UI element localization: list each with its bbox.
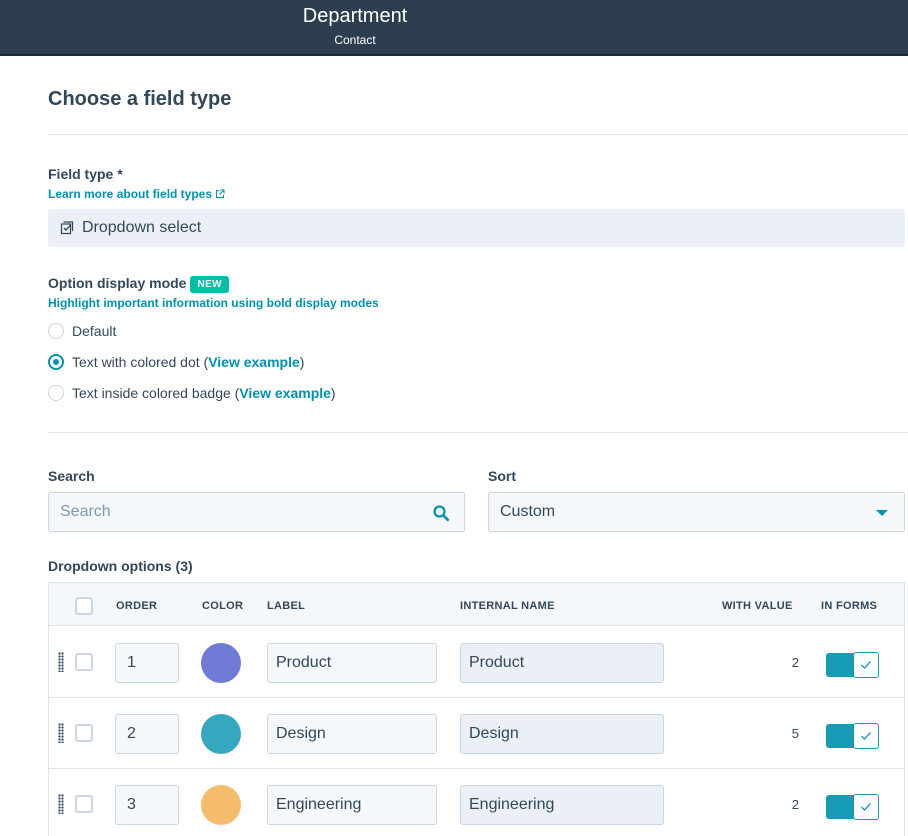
dropdown-select-icon xyxy=(60,221,74,235)
with-value-count: 2 xyxy=(791,797,799,812)
sort-select[interactable]: Custom xyxy=(488,492,905,532)
row-checkbox[interactable] xyxy=(75,653,93,671)
check-icon xyxy=(853,794,879,820)
column-internal-name[interactable]: INTERNAL NAME xyxy=(460,600,555,612)
column-order[interactable]: ORDER xyxy=(116,600,158,612)
property-title: Department xyxy=(302,5,408,27)
table-row: 2 Design Design 5 xyxy=(49,698,904,769)
order-input[interactable]: 1 xyxy=(115,643,179,683)
section-title: Choose a field type xyxy=(48,88,232,110)
color-swatch[interactable] xyxy=(201,785,241,825)
sort-value: Custom xyxy=(500,503,556,520)
radio-option-default[interactable]: Default xyxy=(48,321,116,341)
row-checkbox[interactable] xyxy=(75,795,93,813)
color-swatch[interactable] xyxy=(201,714,241,754)
drag-handle-icon[interactable] xyxy=(58,723,64,743)
display-mode-label-text: Option display mode xyxy=(48,275,187,291)
with-value-count: 2 xyxy=(791,655,799,670)
radio-label-paren-open: ( xyxy=(199,354,209,370)
table-header: ORDER COLOR LABEL INTERNAL NAME WITH VAL… xyxy=(49,583,904,626)
internal-name-field: Product xyxy=(460,643,664,683)
in-forms-toggle[interactable] xyxy=(826,652,879,678)
in-forms-toggle[interactable] xyxy=(826,723,879,749)
column-with-value[interactable]: WITH VALUE xyxy=(722,600,793,612)
radio-button-selected[interactable] xyxy=(48,354,64,370)
display-mode-help: Highlight important information using bo… xyxy=(48,296,379,310)
chevron-down-icon xyxy=(876,510,888,516)
top-bar: Department Contact xyxy=(0,0,908,56)
row-checkbox[interactable] xyxy=(75,724,93,742)
dropdown-options-table: ORDER COLOR LABEL INTERNAL NAME WITH VAL… xyxy=(48,582,905,836)
column-in-forms[interactable]: IN FORMS xyxy=(821,600,878,612)
radio-button[interactable] xyxy=(48,323,64,339)
check-icon xyxy=(853,723,879,749)
search-label: Search xyxy=(48,468,95,484)
dropdown-options-title: Dropdown options (3) xyxy=(48,558,193,574)
order-input[interactable]: 2 xyxy=(115,714,179,754)
new-badge: NEW xyxy=(190,276,229,293)
sort-label: Sort xyxy=(488,468,516,484)
object-type: Contact xyxy=(334,33,376,47)
field-type-label: Field type * xyxy=(48,166,123,182)
field-type-value-text: Dropdown select xyxy=(82,219,202,236)
search-placeholder: Search xyxy=(60,503,111,520)
label-input[interactable]: Engineering xyxy=(267,785,437,825)
table-row: 3 Engineering Engineering 2 xyxy=(49,769,904,836)
divider xyxy=(48,432,908,433)
column-label[interactable]: LABEL xyxy=(267,600,306,612)
in-forms-toggle[interactable] xyxy=(826,794,879,820)
search-input[interactable]: Search xyxy=(48,492,465,532)
color-swatch[interactable] xyxy=(201,643,241,683)
radio-label-paren-close: ) xyxy=(299,354,305,370)
with-value-count: 5 xyxy=(791,726,799,741)
radio-label: Text inside colored badge xyxy=(72,385,231,401)
view-example-link[interactable]: View example xyxy=(208,354,300,370)
order-input[interactable]: 3 xyxy=(115,785,179,825)
radio-label: Text with colored dot xyxy=(72,354,200,370)
label-input[interactable]: Design xyxy=(267,714,437,754)
radio-label-paren-open: ( xyxy=(230,385,240,401)
radio-button[interactable] xyxy=(48,385,64,401)
drag-handle-icon[interactable] xyxy=(58,652,64,672)
field-types-help-link-text[interactable]: Learn more about field types xyxy=(48,187,213,201)
field-type-value: Dropdown select xyxy=(48,209,905,247)
radio-option-colored-badge[interactable]: Text inside colored badge (View example) xyxy=(48,383,336,403)
radio-label: Default xyxy=(72,323,117,339)
display-mode-label: Option display mode NEW xyxy=(48,275,229,293)
drag-handle-icon[interactable] xyxy=(58,794,64,814)
label-input[interactable]: Product xyxy=(267,643,437,683)
internal-name-field: Engineering xyxy=(460,785,664,825)
field-types-help-link[interactable]: Learn more about field types xyxy=(48,187,225,201)
radio-option-colored-dot[interactable]: Text with colored dot (View example) xyxy=(48,352,304,372)
search-icon[interactable] xyxy=(432,504,450,522)
check-icon xyxy=(853,652,879,678)
external-link-icon xyxy=(216,189,225,198)
internal-name-field: Design xyxy=(460,714,664,754)
view-example-link[interactable]: View example xyxy=(239,385,331,401)
column-color[interactable]: COLOR xyxy=(202,600,244,612)
select-all-checkbox[interactable] xyxy=(75,597,93,615)
table-row: 1 Product Product 2 xyxy=(49,627,904,698)
divider xyxy=(48,134,908,135)
radio-label-paren-close: ) xyxy=(330,385,336,401)
